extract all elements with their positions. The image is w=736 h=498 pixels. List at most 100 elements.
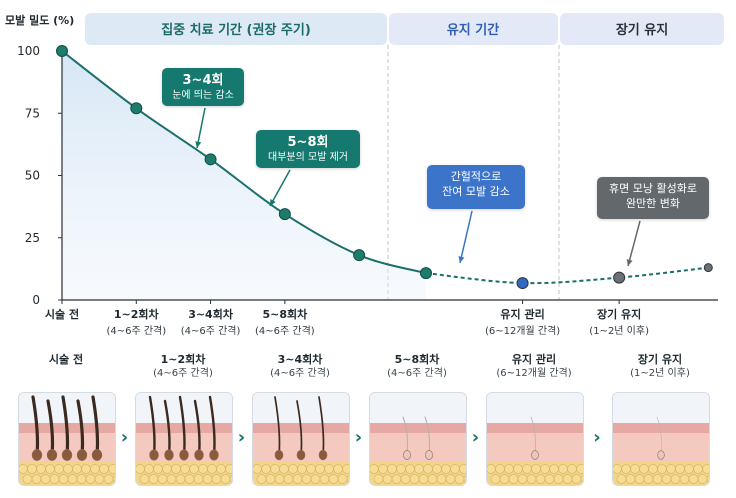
- callout-3-4-text: 눈에 띄는 감소: [172, 90, 234, 101]
- epidermis-layer: [487, 423, 583, 433]
- hair-follicle: [91, 449, 103, 461]
- pointer-3-4-line: [196, 107, 206, 149]
- stage-subtitle: (4~6주 간격): [270, 368, 330, 379]
- callout-5-8-text: 대부분의 모발 제거: [268, 152, 348, 163]
- data-point-4: [353, 249, 366, 262]
- stage-title: 시술 전: [48, 353, 84, 366]
- callout-5-8-title: 5~8회: [287, 135, 329, 150]
- phase-label-intensive: 집중 치료 기간 (권장 주기): [161, 22, 311, 38]
- x-tick-label-0: 시술 전: [45, 307, 79, 321]
- pointer-5-8-head: [270, 199, 276, 206]
- data-point-3: [278, 208, 291, 221]
- hair-follicle: [164, 449, 174, 461]
- callout-dormant-line1: 휴면 모낭 활성화로: [609, 182, 697, 195]
- skin-cross-section-1: [135, 392, 233, 486]
- phase-band-intensive: [85, 13, 387, 45]
- data-point-5: [420, 267, 432, 280]
- x-tick-sublabel-1: (4~6주 간격): [106, 324, 166, 337]
- stage-header-1: 1~2회차 (4~6주 간격): [130, 352, 236, 380]
- skin-cross-section-3: [369, 392, 467, 486]
- pointer-3-4-head: [195, 141, 202, 148]
- x-tick-sublabel-4: (6~12개월 간격): [485, 324, 560, 337]
- stage-title: 3~4회차: [277, 353, 323, 366]
- x-tick-sublabel-5: (1~2년 이후): [589, 325, 649, 337]
- x-tick-label-2: 3~4회차: [188, 307, 234, 321]
- callout-dormant: 휴면 모낭 활성화로 완만한 변화: [597, 177, 709, 219]
- callout-dormant-line2: 완만한 변화: [625, 197, 681, 210]
- hair-follicle: [31, 449, 43, 461]
- hair-follicle: [179, 449, 189, 461]
- stage-subtitle: (6~12개월 간격): [496, 368, 572, 379]
- data-point-0: [56, 45, 68, 57]
- data-point-end: [703, 263, 713, 273]
- stage-header-4: 유지 관리 (6~12개월 간격): [481, 352, 587, 380]
- y-tick-label-25: 25: [25, 231, 40, 245]
- hair-follicle: [61, 449, 73, 461]
- pointer-intermittent-line: [459, 210, 473, 264]
- hair-follicle: [657, 450, 665, 460]
- epidermis-layer: [370, 423, 466, 433]
- series-line-dashed: [425, 266, 709, 285]
- stage-title: 유지 관리: [511, 353, 557, 366]
- stage-title: 1~2회차: [160, 353, 206, 366]
- chevron-right-icon: ›: [120, 427, 129, 448]
- hair-follicle: [296, 449, 306, 461]
- chevron-right-icon: ›: [471, 427, 480, 448]
- y-tick-label-0: 0: [32, 293, 40, 307]
- chevron-right-icon: ›: [593, 427, 601, 448]
- hair-follicle: [149, 449, 159, 461]
- pointer-intermittent-head: [458, 256, 465, 263]
- hair-follicle: [425, 450, 433, 460]
- pointer-dormant-line: [627, 220, 641, 267]
- skin-cross-section-5: [612, 392, 710, 486]
- data-point-2: [204, 153, 217, 166]
- pointer-dormant-head: [626, 259, 633, 266]
- x-tick-sublabel-2: (4~6주 간격): [181, 324, 241, 337]
- data-point-maintain: [516, 277, 529, 290]
- skin-cross-section-2: [252, 392, 350, 486]
- hair-follicle: [46, 449, 58, 461]
- stage-subtitle: (1~2년 이후): [630, 368, 690, 379]
- callout-3-4: 3~4회 눈에 띄는 감소: [162, 68, 244, 106]
- phase-label-longterm: 장기 유지: [616, 22, 668, 38]
- y-tick-label-100: 100: [17, 44, 40, 58]
- chevron-right-icon: ›: [354, 427, 363, 448]
- stage-subtitle: (4~6주 간격): [153, 368, 213, 379]
- hair-follicle: [76, 449, 88, 461]
- dermis-layer: [370, 433, 466, 461]
- y-tick-label-75: 75: [25, 106, 40, 120]
- area-fill: [62, 51, 426, 300]
- stage-header-0: 시술 전: [13, 352, 119, 367]
- stage-header-5: 장기 유지 (1~2년 이후): [607, 352, 713, 380]
- hair-density-chart: 집중 치료 기간 (권장 주기) 유지 기간 장기 유지 모발 밀도 (%) 0…: [5, 13, 724, 337]
- phase-label-maintain: 유지 기간: [447, 22, 499, 38]
- hair-follicle: [209, 449, 219, 461]
- y-axis-title: 모발 밀도 (%): [5, 13, 74, 27]
- callout-intermittent-line2: 잔여 모발 감소: [442, 185, 510, 198]
- hair-follicle: [403, 450, 411, 460]
- x-tick-label-5: 장기 유지: [597, 307, 641, 321]
- data-point-longterm: [613, 271, 626, 284]
- skin-cross-section-0: [18, 392, 116, 486]
- callout-intermittent-line1: 간헐적으로: [450, 170, 502, 183]
- hair-follicle: [194, 449, 204, 461]
- stage-title: 장기 유지: [637, 353, 683, 366]
- callout-5-8: 5~8회 대부분의 모발 제거: [256, 130, 360, 168]
- hair-follicle: [274, 449, 284, 461]
- stage-header-2: 3~4회차 (4~6주 간격): [247, 352, 353, 380]
- x-tick-label-3: 5~8회차: [262, 307, 308, 321]
- callout-intermittent: 간헐적으로 잔여 모발 감소: [427, 165, 525, 209]
- chevron-right-icon: ›: [237, 427, 246, 448]
- y-tick-label-50: 50: [25, 169, 40, 183]
- stage-subtitle: (4~6주 간격): [387, 368, 447, 379]
- callout-3-4-title: 3~4회: [182, 73, 224, 88]
- hair-follicle: [531, 450, 539, 460]
- pointer-5-8-line: [269, 169, 291, 207]
- skin-cross-section-4: [486, 392, 584, 486]
- x-tick-sublabel-3: (4~6주 간격): [255, 324, 315, 337]
- x-tick-label-4: 유지 관리: [500, 307, 544, 321]
- phase-band-longterm: [560, 13, 724, 45]
- stage-title: 5~8회차: [394, 353, 440, 366]
- stage-header-3: 5~8회차 (4~6주 간격): [364, 352, 470, 380]
- skin-stage-row: 시술 전 › 1~2회차 (4~6주 간격) › 3~4회차 (4~6주 간격) › 5~8회차…: [0, 352, 736, 498]
